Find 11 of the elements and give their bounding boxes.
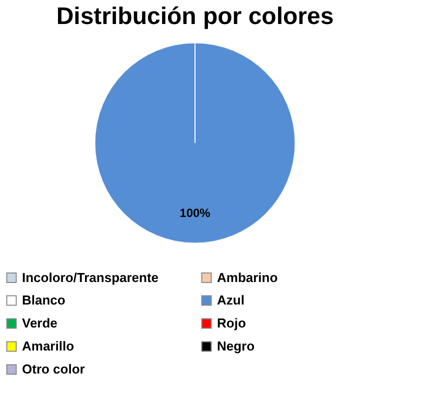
legend-label: Incoloro/Transparente xyxy=(22,270,159,285)
legend-label: Ambarino xyxy=(217,270,278,285)
legend-label: Amarillo xyxy=(22,338,74,354)
legend-label: Blanco xyxy=(22,292,66,308)
legend-label: Negro xyxy=(217,338,255,354)
legend-label: Otro color xyxy=(22,362,85,376)
chart-title: Distribución por colores xyxy=(56,3,334,30)
data-label: 100% xyxy=(180,206,211,220)
legend-label: Verde xyxy=(22,316,58,330)
legend-label: Rojo xyxy=(217,316,246,330)
legend-label: Azul xyxy=(217,292,244,308)
